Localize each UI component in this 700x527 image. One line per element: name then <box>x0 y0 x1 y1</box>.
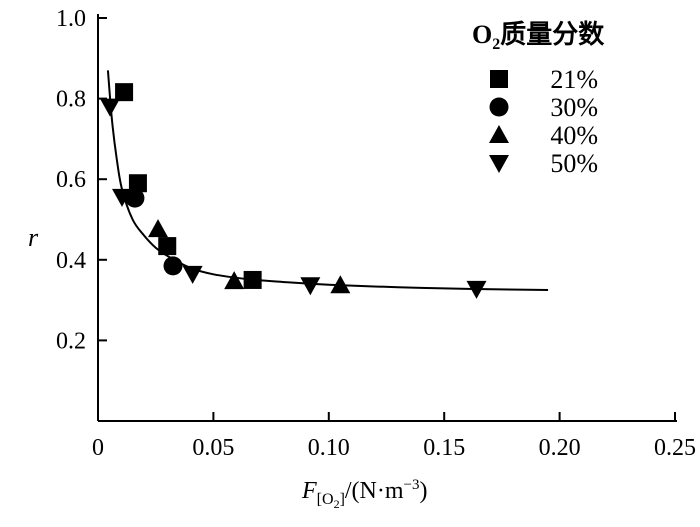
data-point-30pct <box>125 188 145 208</box>
data-point-50pct <box>466 280 487 299</box>
data-point-40pct <box>330 275 351 294</box>
data-point-40pct <box>224 271 245 290</box>
x-tick-label: 0.05 <box>192 435 234 461</box>
x-tick-label: 0.20 <box>539 435 581 461</box>
data-point-21pct <box>115 83 134 102</box>
x-tick-label: 0.10 <box>308 435 350 461</box>
data-point-40pct <box>148 219 169 238</box>
legend-marker-21pct <box>490 70 508 88</box>
legend-marker-40pct <box>489 125 509 143</box>
x-tick-label: 0 <box>92 435 104 461</box>
axes: 0 0.05 0.10 0.15 0.20 0.25 0.2 0.4 0.6 0.8 1.0 <box>56 6 696 461</box>
data-point-21pct <box>243 270 262 289</box>
data-points <box>100 83 487 299</box>
x-tick-label: 0.15 <box>423 435 465 461</box>
data-point-21pct <box>158 237 177 256</box>
legend-label: 21% <box>550 65 598 94</box>
x-tick-label: 0.25 <box>654 435 696 461</box>
x-axis-label: F[O2]/(N·m−3) <box>301 477 428 511</box>
y-axis-label: r <box>28 223 39 252</box>
legend: O2质量分数 21%30%40%50% <box>472 20 605 178</box>
y-tick-label: 1.0 <box>56 6 86 32</box>
legend-label: 40% <box>550 121 598 150</box>
legend-marker-30pct <box>489 97 509 117</box>
legend-label: 50% <box>550 149 598 178</box>
data-point-50pct <box>112 188 133 207</box>
data-point-50pct <box>300 277 321 296</box>
y-tick-label: 0.4 <box>56 248 86 274</box>
fit-curve <box>106 70 549 292</box>
legend-title: O2质量分数 <box>472 20 605 53</box>
legend-label: 30% <box>550 93 598 122</box>
data-point-50pct <box>182 265 203 284</box>
y-tick-label: 0.2 <box>56 328 86 354</box>
y-tick-label: 0.6 <box>56 167 86 193</box>
data-point-50pct <box>100 98 121 117</box>
data-point-21pct <box>128 174 147 193</box>
data-point-30pct <box>163 256 183 276</box>
legend-marker-50pct <box>489 155 509 173</box>
y-tick-label: 0.8 <box>56 87 86 113</box>
fit-curve-group <box>106 70 549 292</box>
